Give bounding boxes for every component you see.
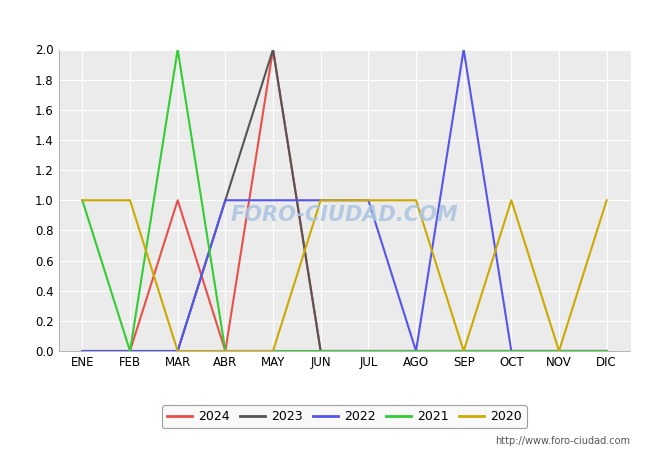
2023 bbox=[412, 348, 420, 354]
2023 bbox=[365, 348, 372, 354]
2024 bbox=[79, 348, 86, 354]
2021 bbox=[79, 198, 86, 203]
2022 bbox=[412, 348, 420, 354]
2021 bbox=[460, 348, 467, 354]
2023 bbox=[317, 348, 324, 354]
2021 bbox=[317, 348, 324, 354]
2020 bbox=[508, 198, 515, 203]
2024 bbox=[603, 348, 610, 354]
2021 bbox=[412, 348, 420, 354]
Text: Matriculaciones de Vehiculos en Fariza: Matriculaciones de Vehiculos en Fariza bbox=[151, 14, 499, 33]
2024 bbox=[508, 348, 515, 354]
2022 bbox=[603, 348, 610, 354]
2024 bbox=[412, 348, 420, 354]
2022 bbox=[126, 348, 134, 354]
2023 bbox=[222, 198, 229, 203]
2020 bbox=[460, 348, 467, 354]
Line: 2024: 2024 bbox=[83, 50, 606, 351]
Line: 2020: 2020 bbox=[83, 200, 606, 351]
2021 bbox=[365, 348, 372, 354]
2022 bbox=[555, 348, 563, 354]
2022 bbox=[317, 198, 324, 203]
2022 bbox=[508, 348, 515, 354]
Line: 2022: 2022 bbox=[83, 50, 606, 351]
2021 bbox=[508, 348, 515, 354]
2022 bbox=[222, 198, 229, 203]
2022 bbox=[174, 348, 181, 354]
2024 bbox=[126, 348, 134, 354]
2023 bbox=[460, 348, 467, 354]
2020 bbox=[412, 198, 420, 203]
2021 bbox=[555, 348, 563, 354]
2021 bbox=[222, 348, 229, 354]
2020 bbox=[269, 348, 277, 354]
Line: 2021: 2021 bbox=[83, 50, 606, 351]
2020 bbox=[603, 198, 610, 203]
2023 bbox=[508, 348, 515, 354]
2020 bbox=[79, 198, 86, 203]
2022 bbox=[460, 47, 467, 52]
2024 bbox=[460, 348, 467, 354]
2020 bbox=[317, 198, 324, 203]
2021 bbox=[603, 348, 610, 354]
2022 bbox=[269, 198, 277, 203]
2023 bbox=[174, 348, 181, 354]
2024 bbox=[365, 348, 372, 354]
2024 bbox=[269, 47, 277, 52]
2024 bbox=[555, 348, 563, 354]
2022 bbox=[365, 198, 372, 203]
2021 bbox=[126, 348, 134, 354]
2024 bbox=[222, 348, 229, 354]
2021 bbox=[269, 348, 277, 354]
2020 bbox=[126, 198, 134, 203]
2024 bbox=[317, 348, 324, 354]
Line: 2023: 2023 bbox=[83, 50, 606, 351]
2024 bbox=[174, 198, 181, 203]
2020 bbox=[174, 348, 181, 354]
2023 bbox=[126, 348, 134, 354]
2023 bbox=[79, 348, 86, 354]
2020 bbox=[555, 348, 563, 354]
2023 bbox=[269, 47, 277, 52]
Text: http://www.foro-ciudad.com: http://www.foro-ciudad.com bbox=[495, 436, 630, 446]
2020 bbox=[365, 198, 372, 203]
2020 bbox=[222, 348, 229, 354]
2022 bbox=[79, 348, 86, 354]
Legend: 2024, 2023, 2022, 2021, 2020: 2024, 2023, 2022, 2021, 2020 bbox=[162, 405, 526, 428]
2023 bbox=[555, 348, 563, 354]
2021 bbox=[174, 47, 181, 52]
2023 bbox=[603, 348, 610, 354]
Text: FORO-CIUDAD.COM: FORO-CIUDAD.COM bbox=[231, 205, 458, 225]
